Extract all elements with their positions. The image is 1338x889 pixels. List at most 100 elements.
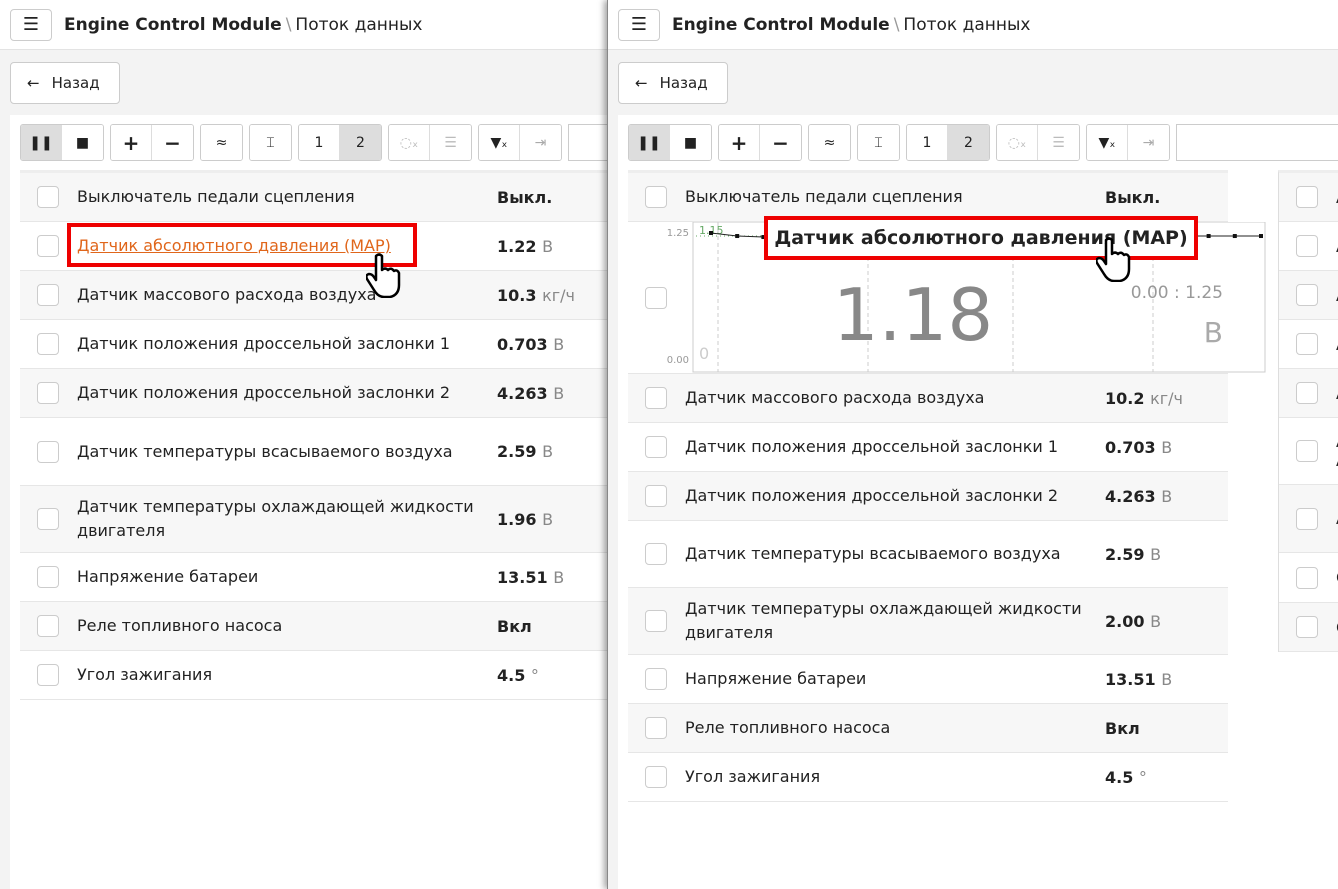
- clear-selection-button[interactable]: ◌ₓ: [389, 125, 430, 160]
- table-row[interactable]: Реле топливного насоса Вкл: [628, 704, 1228, 753]
- smooth-button[interactable]: ≈: [201, 125, 242, 160]
- list-button[interactable]: ☰: [430, 125, 471, 160]
- clear-filter-button[interactable]: ▼ₓ: [1087, 125, 1128, 160]
- back-label: Назад: [659, 74, 708, 92]
- row-checkbox[interactable]: [645, 610, 667, 632]
- table-row[interactable]: Датчик положения дроссельной заслонки 1 0…: [20, 320, 608, 369]
- one-column-button[interactable]: 1: [299, 125, 340, 160]
- row-checkbox[interactable]: [37, 382, 59, 404]
- table-row[interactable]: А: [1279, 222, 1338, 271]
- row-checkbox[interactable]: [645, 286, 667, 309]
- table-row[interactable]: А: [1279, 271, 1338, 320]
- stop-button[interactable]: ■: [670, 125, 711, 160]
- table-row[interactable]: А: [1279, 173, 1338, 222]
- one-column-button[interactable]: 1: [907, 125, 948, 160]
- table-row[interactable]: Выключатель педали сцепления Выкл.: [20, 173, 608, 222]
- arrow-left-icon: ←: [27, 74, 40, 92]
- data-point: [1232, 233, 1237, 238]
- fit-height-button[interactable]: ⌶: [858, 125, 899, 160]
- row-checkbox[interactable]: [645, 543, 667, 565]
- table-row[interactable]: Напряжение батареи 13.51 В: [20, 553, 608, 602]
- list-button[interactable]: ☰: [1038, 125, 1079, 160]
- zoom-out-button[interactable]: −: [152, 125, 193, 160]
- row-checkbox[interactable]: [1296, 284, 1318, 306]
- pause-button[interactable]: ❚❚: [21, 125, 62, 160]
- row-checkbox[interactable]: [1296, 616, 1318, 638]
- row-checkbox[interactable]: [37, 615, 59, 637]
- row-checkbox[interactable]: [1296, 333, 1318, 355]
- table-row[interactable]: А: [1279, 369, 1338, 418]
- table-row[interactable]: Датчик температуры охлаждающей жидкости …: [628, 588, 1228, 655]
- table-row[interactable]: Выключатель педали сцепления Выкл.: [628, 173, 1228, 222]
- hamburger-icon[interactable]: ☰: [10, 8, 52, 41]
- row-checkbox[interactable]: [645, 668, 667, 690]
- table-row[interactable]: А А: [1279, 418, 1338, 485]
- table-row[interactable]: Датчик абсолютного давления (MAP) 1.22 В: [20, 222, 608, 271]
- table-row[interactable]: С: [1279, 603, 1338, 652]
- search-input[interactable]: [568, 124, 608, 161]
- goto-button[interactable]: ⇥: [520, 125, 561, 160]
- y-max-label: 1.25: [667, 228, 689, 239]
- table-row[interactable]: А: [1279, 320, 1338, 369]
- table-row[interactable]: Датчик положения дроссельной заслонки 2 4…: [628, 472, 1228, 521]
- parameter-value: Выкл.: [497, 187, 553, 207]
- row-checkbox[interactable]: [1296, 566, 1318, 589]
- back-button[interactable]: ← Назад: [618, 62, 728, 104]
- row-checkbox[interactable]: [1296, 186, 1318, 208]
- x-start-label: 0: [699, 344, 709, 363]
- zoom-in-button[interactable]: +: [111, 125, 152, 160]
- table-row[interactable]: Датчик массового расхода воздуха 10.3 кг/…: [20, 271, 608, 320]
- table-row[interactable]: Угол зажигания 4.5 °: [20, 651, 608, 700]
- table-row[interactable]: А: [1279, 485, 1338, 553]
- parameter-value: 4.5 °: [497, 665, 539, 685]
- row-checkbox[interactable]: [645, 717, 667, 739]
- row-checkbox[interactable]: [37, 508, 59, 530]
- table-row[interactable]: Датчик положения дроссельной заслонки 2 4…: [20, 369, 608, 418]
- row-checkbox[interactable]: [1296, 235, 1318, 257]
- zoom-in-button[interactable]: +: [719, 125, 760, 160]
- table-row[interactable]: Датчик температуры охлаждающей жидкости …: [20, 486, 608, 553]
- fit-height-button[interactable]: ⌶: [250, 125, 291, 160]
- row-checkbox[interactable]: [37, 235, 59, 257]
- table-row[interactable]: Реле топливного насоса Вкл: [20, 602, 608, 651]
- clear-filter-button[interactable]: ▼ₓ: [479, 125, 520, 160]
- table-row[interactable]: Датчик температуры всасываемого воздуха 2…: [628, 521, 1228, 588]
- table-row[interactable]: Угол зажигания 4.5 °: [628, 753, 1228, 802]
- back-button[interactable]: ← Назад: [10, 62, 120, 104]
- two-column-button[interactable]: 2: [948, 125, 989, 160]
- zoom-out-button[interactable]: −: [760, 125, 801, 160]
- table-row[interactable]: Датчик положения дроссельной заслонки 1 0…: [628, 423, 1228, 472]
- row-checkbox[interactable]: [645, 387, 667, 409]
- row-checkbox[interactable]: [1296, 382, 1318, 404]
- search-input[interactable]: [1176, 124, 1338, 161]
- smooth-button[interactable]: ≈: [809, 125, 850, 160]
- table-row[interactable]: Напряжение батареи 13.51 В: [628, 655, 1228, 704]
- row-checkbox[interactable]: [645, 436, 667, 458]
- hamburger-icon[interactable]: ☰: [618, 8, 660, 41]
- parameter-name: А: [1336, 509, 1338, 528]
- row-checkbox[interactable]: [1296, 440, 1318, 462]
- row-checkbox[interactable]: [37, 664, 59, 686]
- clear-selection-button[interactable]: ◌ₓ: [997, 125, 1038, 160]
- parameter-name: Реле топливного насоса: [77, 616, 283, 635]
- parameter-name: А: [1336, 188, 1338, 207]
- row-checkbox[interactable]: [37, 333, 59, 355]
- table-row[interactable]: Датчик температуры всасываемого воздуха 2…: [20, 418, 608, 486]
- table-row[interactable]: Датчик массового расхода воздуха 10.2 кг/…: [628, 374, 1228, 423]
- two-column-button[interactable]: 2: [340, 125, 381, 160]
- row-checkbox[interactable]: [645, 766, 667, 788]
- stop-button[interactable]: ■: [62, 125, 103, 160]
- row-checkbox[interactable]: [645, 485, 667, 507]
- row-checkbox[interactable]: [37, 440, 59, 463]
- table-row[interactable]: С: [1279, 553, 1338, 603]
- goto-button[interactable]: ⇥: [1128, 125, 1169, 160]
- parameter-name: А: [1336, 384, 1338, 403]
- row-checkbox[interactable]: [37, 284, 59, 306]
- row-checkbox[interactable]: [37, 186, 59, 208]
- row-checkbox[interactable]: [1296, 507, 1318, 530]
- pause-button[interactable]: ❚❚: [629, 125, 670, 160]
- parameter-name[interactable]: Датчик абсолютного давления (MAP): [77, 236, 391, 255]
- row-checkbox[interactable]: [645, 186, 667, 208]
- parameter-name: Датчик массового расхода воздуха: [77, 285, 377, 304]
- row-checkbox[interactable]: [37, 566, 59, 588]
